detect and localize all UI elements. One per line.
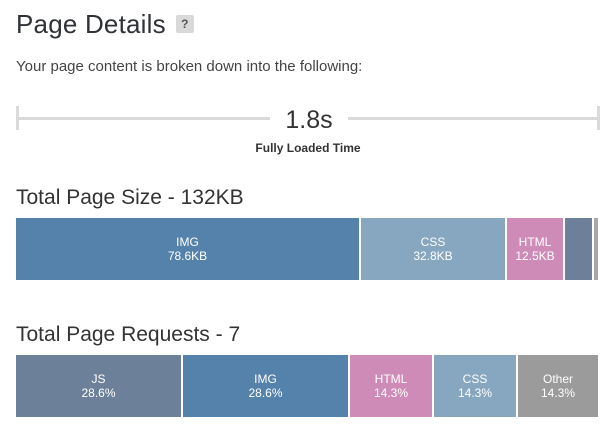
requests-segment-img[interactable]: IMG 28.6% <box>183 355 350 417</box>
size-segment-img[interactable]: IMG 78.6KB <box>16 218 361 280</box>
timeline-right-line <box>348 117 600 120</box>
page-requests-breakdown-bar: JS 28.6% IMG 28.6% HTML 14.3% CSS 14.3% Other 14.… <box>16 355 600 417</box>
requests-segment-html[interactable]: HTML 14.3% <box>350 355 434 417</box>
requests-segment-label: HTML <box>374 372 408 386</box>
total-page-requests-title: Total Page Requests - 7 <box>16 323 241 346</box>
page-title: Page Details <box>16 8 166 39</box>
fully-loaded-time-value: 1.8s <box>285 106 333 134</box>
size-segment-value: 78.6KB <box>167 249 208 263</box>
size-segment-unlabeled-3[interactable] <box>565 218 594 280</box>
size-segment-unlabeled-4[interactable] <box>594 218 600 280</box>
requests-segment-css[interactable]: CSS 14.3% <box>434 355 518 417</box>
size-segment-value: 12.5KB <box>515 249 555 263</box>
size-segment-value: 32.8KB <box>413 249 453 263</box>
timeline-left-line <box>16 117 270 120</box>
total-page-size-title: Total Page Size - 132KB <box>16 186 244 209</box>
requests-segment-value: 28.6% <box>248 386 283 400</box>
size-segment-label: HTML <box>518 235 552 249</box>
size-segment-label: IMG <box>176 235 199 249</box>
requests-segment-value: 14.3% <box>457 386 493 400</box>
requests-segment-js[interactable]: JS 28.6% <box>16 355 183 417</box>
requests-segment-value: 28.6% <box>81 386 116 400</box>
help-icon[interactable]: ? <box>175 15 194 33</box>
requests-segment-other[interactable]: Other 14.3% <box>518 355 600 417</box>
requests-segment-label: CSS <box>462 372 488 386</box>
requests-segment-value: 14.3% <box>540 386 576 400</box>
size-segment-css[interactable]: CSS 32.8KB <box>361 218 507 280</box>
requests-segment-label: Other <box>542 372 573 386</box>
timeline-right-tick <box>597 106 600 130</box>
requests-segment-value: 14.3% <box>373 386 409 400</box>
requests-segment-label: JS <box>91 372 106 386</box>
intro-text: Your page content is broken down into th… <box>16 58 363 75</box>
size-segment-html[interactable]: HTML 12.5KB <box>507 218 565 280</box>
fully-loaded-time-label: Fully Loaded Time <box>255 141 361 155</box>
page-details-header: Page Details ? <box>16 6 194 42</box>
size-segment-label: CSS <box>420 235 446 249</box>
requests-segment-label: IMG <box>254 372 277 386</box>
page-size-breakdown-bar: IMG 78.6KB CSS 32.8KB HTML 12.5KB <box>16 218 600 280</box>
fully-loaded-timeline: 1.8s <box>16 106 600 136</box>
